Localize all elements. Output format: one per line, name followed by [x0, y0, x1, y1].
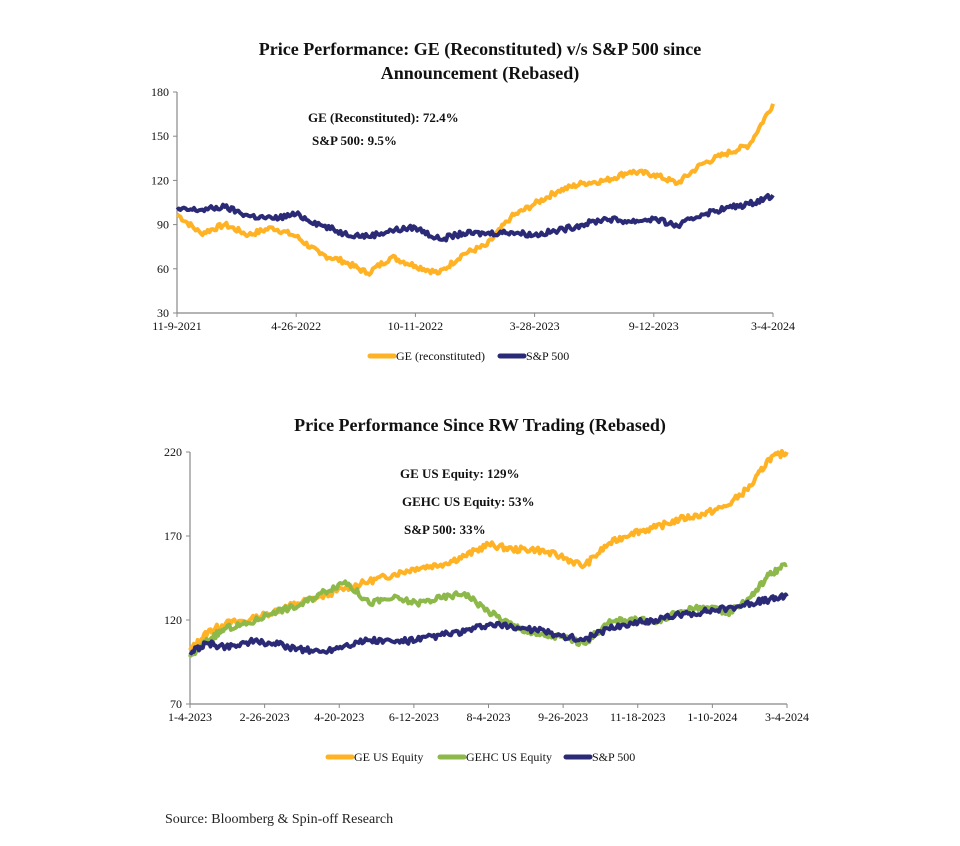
chart2-x-tick-label: 9-26-2023	[538, 710, 588, 724]
chart1-x-tick-label: 11-9-2021	[152, 319, 202, 333]
chart1-y-tick-label: 60	[157, 262, 169, 276]
chart1-x-tick-label: 3-4-2024	[751, 319, 795, 333]
chart2-annotation: GEHC US Equity: 53%	[402, 494, 535, 509]
chart2-y-tick-label: 220	[164, 445, 182, 459]
chart1-y-tick-label: 150	[151, 129, 169, 143]
chart2-y-tick-label: 170	[164, 529, 182, 543]
chart2-series-s-p-500	[188, 592, 789, 656]
chart2-x-tick-label: 1-4-2023	[168, 710, 212, 724]
chart1-y-tick-label: 180	[151, 85, 169, 99]
chart1-title-line2: Announcement (Rebased)	[380, 63, 580, 83]
chart1-annotation: GE (Reconstituted): 72.4%	[308, 110, 459, 125]
chart2-legend-label: S&P 500	[592, 750, 635, 764]
chart1-legend-label: GE (reconstituted)	[396, 349, 485, 363]
chart1-x-tick-label: 9-12-2023	[629, 319, 679, 333]
chart2-y-tick-label: 70	[170, 697, 182, 711]
chart2-title: Price Performance Since RW Trading (Reba…	[294, 415, 666, 435]
chart1-annotation: S&P 500: 9.5%	[312, 133, 397, 148]
chart2-x-tick-label: 6-12-2023	[389, 710, 439, 724]
source-note: Source: Bloomberg & Spin-off Research	[165, 812, 394, 827]
chart1-y-tick-label: 30	[157, 306, 169, 320]
chart1-x-tick-label: 10-11-2022	[388, 319, 444, 333]
chart1-legend-label: S&P 500	[526, 349, 569, 363]
chart1-series-s-p-500	[175, 193, 775, 243]
chart1-title-line1: Price Performance: GE (Reconstituted) v/…	[258, 39, 702, 59]
chart2-x-tick-label: 11-18-2023	[610, 710, 666, 724]
chart2-x-tick-label: 3-4-2024	[765, 710, 809, 724]
chart2-annotation: S&P 500: 33%	[404, 522, 486, 537]
chart2-x-tick-label: 4-20-2023	[314, 710, 364, 724]
chart1-y-tick-label: 90	[157, 218, 169, 232]
chart2-legend-label: GE US Equity	[354, 750, 423, 764]
chart2-annotation: GE US Equity: 129%	[400, 466, 520, 481]
chart1-y-tick-label: 120	[151, 173, 169, 187]
chart2-y-tick-label: 120	[164, 613, 182, 627]
chart1-series-ge-reconstituted	[175, 103, 775, 277]
chart1-x-tick-label: 3-28-2023	[510, 319, 560, 333]
chart2-legend-label: GEHC US Equity	[466, 750, 552, 764]
chart1-x-tick-label: 4-26-2022	[271, 319, 321, 333]
chart2-x-tick-label: 1-10-2024	[687, 710, 737, 724]
chart2-series-gehc-us-equity	[188, 562, 788, 658]
chart2-x-tick-label: 8-4-2023	[467, 710, 511, 724]
chart2-x-tick-label: 2-26-2023	[240, 710, 290, 724]
